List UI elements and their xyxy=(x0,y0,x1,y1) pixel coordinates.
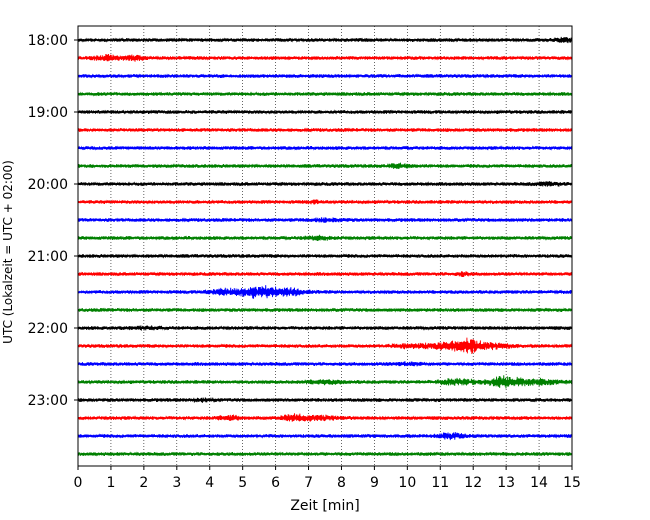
y-tick-label: 18:00 xyxy=(28,33,68,49)
seismic-trace-2130 xyxy=(77,285,573,299)
x-axis-ticks: 0 1 2 3 4 5 6 7 8 9 10 11 12 13 14 15 xyxy=(74,466,581,491)
plot-frame xyxy=(77,25,573,467)
x-tick-label: 4 xyxy=(205,475,214,491)
x-tick-label: 15 xyxy=(563,475,581,491)
y-tick-label: 23:00 xyxy=(28,393,68,409)
x-axis-label: Zeit [min] xyxy=(290,498,359,514)
seismic-trace-2115 xyxy=(77,271,573,278)
seismic-trace-2330 xyxy=(77,432,573,441)
seismic-trace-2015 xyxy=(77,199,573,205)
seismic-trace-2245 xyxy=(77,375,573,389)
seismic-trace-1915 xyxy=(77,127,573,133)
seismic-trace-1830 xyxy=(77,73,573,79)
seismic-trace-1800 xyxy=(77,36,573,44)
seismic-trace-2315 xyxy=(77,413,573,422)
x-tick-label: 9 xyxy=(370,475,379,491)
seismic-trace-2230 xyxy=(77,361,573,367)
x-tick-label: 12 xyxy=(464,475,482,491)
x-tick-label: 1 xyxy=(106,475,115,491)
seismic-trace-2215 xyxy=(77,337,573,355)
seismic-trace-2030 xyxy=(77,217,573,223)
seismic-trace-2100 xyxy=(77,253,573,259)
y-axis-ticks: 18:00 19:00 20:00 21:00 22:00 23:00 xyxy=(28,33,78,409)
seismic-traces xyxy=(77,36,573,457)
seismic-trace-1845 xyxy=(77,91,573,97)
seismic-trace-2000 xyxy=(77,181,573,187)
x-tick-label: 11 xyxy=(431,475,449,491)
vertical-grid xyxy=(110,26,540,466)
y-tick-label: 19:00 xyxy=(28,105,68,121)
x-tick-label: 14 xyxy=(530,475,548,491)
x-tick-label: 7 xyxy=(304,475,313,491)
x-tick-label: 8 xyxy=(337,475,346,491)
x-tick-label: 5 xyxy=(238,475,247,491)
x-tick-label: 0 xyxy=(74,475,83,491)
y-tick-label: 21:00 xyxy=(28,249,68,265)
seismic-trace-1930 xyxy=(77,145,573,151)
seismic-trace-1945 xyxy=(77,162,573,169)
seismic-trace-1815 xyxy=(77,53,573,62)
x-tick-label: 6 xyxy=(271,475,280,491)
x-tick-label: 2 xyxy=(139,475,148,491)
seismic-trace-2300 xyxy=(77,397,573,403)
seismic-trace-2345 xyxy=(77,451,573,457)
x-tick-label: 13 xyxy=(497,475,515,491)
x-tick-label: 10 xyxy=(398,475,416,491)
seismic-trace-2145 xyxy=(77,307,573,313)
x-tick-label: 3 xyxy=(172,475,181,491)
y-axis-label: UTC (Lokalzeit = UTC + 02:00) xyxy=(1,160,15,344)
y-tick-label: 22:00 xyxy=(28,321,68,337)
seismic-trace-1900 xyxy=(77,109,573,115)
seismic-trace-2200 xyxy=(77,325,573,331)
y-tick-label: 20:00 xyxy=(28,177,68,193)
seismic-trace-2045 xyxy=(77,234,573,241)
